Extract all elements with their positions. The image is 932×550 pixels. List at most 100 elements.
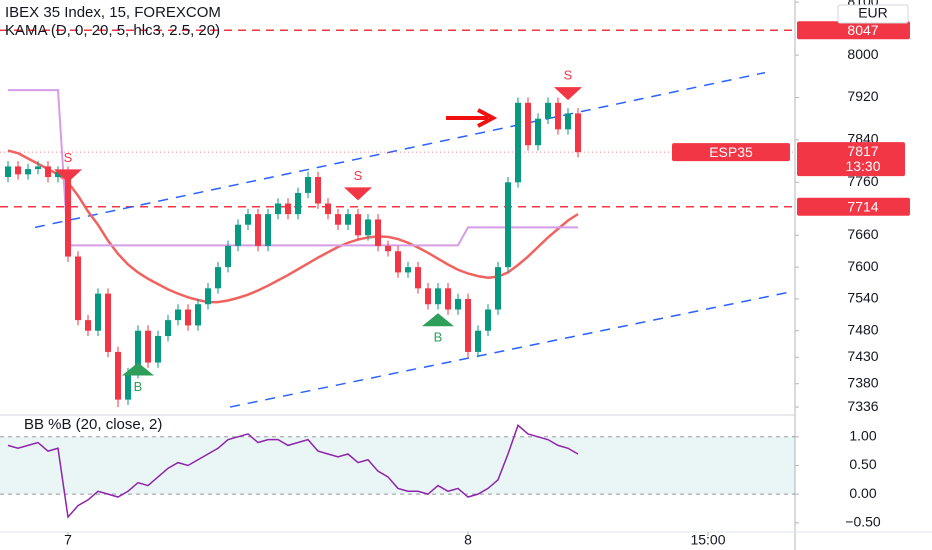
candle-body — [75, 256, 81, 321]
candle-body — [105, 293, 111, 352]
indicator-title: KAMA (D, 0, 20, 5, hlc3, 2.5, 20) — [5, 22, 220, 39]
candle-body — [155, 336, 161, 363]
countdown-label: 13:30 — [845, 158, 880, 174]
price-label: 8047 — [847, 22, 878, 38]
symbol-label: ESP35 — [709, 144, 753, 160]
candle-body — [25, 169, 31, 175]
candle-body — [525, 102, 531, 146]
signal-label: S — [564, 68, 573, 83]
candle-body — [385, 245, 391, 252]
price-label-box — [797, 197, 910, 216]
x-tick-label: 15:00 — [690, 532, 725, 548]
candle-body — [125, 373, 131, 400]
last-price-label: 7817 — [847, 143, 878, 159]
signal-marker — [344, 187, 372, 201]
candle-body — [225, 245, 231, 268]
x-tick-label: 8 — [464, 532, 472, 548]
candle-body — [475, 330, 481, 352]
y-tick-label: −0.50 — [845, 514, 881, 530]
y-tick-label: 7600 — [847, 258, 878, 274]
candle-body — [145, 330, 151, 363]
candle-body — [435, 288, 441, 305]
bb-title: BB %B (20, close, 2) — [24, 416, 162, 433]
candle-body — [325, 203, 331, 215]
symbol-box — [672, 143, 790, 162]
candle-body — [165, 320, 171, 337]
candle-body — [115, 351, 121, 400]
currency-box — [837, 4, 909, 24]
y-tick-label: 7920 — [847, 88, 878, 104]
candle-body — [555, 102, 561, 130]
candle-body — [265, 214, 271, 246]
candle-body — [495, 267, 501, 310]
last-price-box — [797, 142, 905, 177]
annotation-arrow — [446, 108, 498, 128]
signal-marker — [554, 87, 582, 101]
candle-body — [295, 192, 301, 215]
y-tick-label: 7430 — [847, 348, 878, 364]
candle-body — [5, 166, 11, 178]
signal-marker — [54, 169, 82, 183]
candle-body — [515, 102, 521, 183]
candle-body — [95, 293, 101, 331]
y-tick-label: 0.00 — [849, 485, 876, 501]
candle-body — [15, 166, 21, 175]
indicator-line — [8, 89, 578, 247]
candle-body — [65, 171, 71, 257]
candle-body — [45, 166, 51, 178]
candle-body — [255, 214, 261, 246]
candle-body — [205, 288, 211, 305]
candle-body — [135, 330, 141, 374]
y-tick-label: 7760 — [847, 173, 878, 189]
y-tick-label: 7540 — [847, 290, 878, 306]
candle-body — [355, 214, 361, 236]
indicator-line — [7, 149, 579, 304]
signal-marker — [422, 313, 454, 327]
candle-body — [35, 166, 41, 170]
y-tick-label: 7480 — [847, 321, 878, 337]
candle-body — [545, 102, 551, 119]
bb-band — [0, 436, 795, 495]
plot: 8100800079207840776076607600754074807430… — [0, 0, 910, 548]
candle-body — [185, 309, 191, 326]
y-tick-label: 7380 — [847, 374, 878, 390]
candle-body — [235, 224, 241, 246]
bb-line — [7, 424, 579, 519]
candle-body — [305, 177, 311, 193]
y-tick-label: 8000 — [847, 46, 878, 62]
price-label-box — [797, 21, 910, 40]
y-tick-label: 1.00 — [849, 427, 876, 443]
candle-body — [335, 214, 341, 225]
candle-body — [575, 113, 581, 153]
signal-label: B — [434, 330, 443, 345]
candle-body — [245, 214, 251, 225]
candle-body — [375, 219, 381, 246]
y-tick-label: 8100 — [847, 0, 878, 9]
candle-body — [405, 267, 411, 273]
candle-body — [445, 288, 451, 310]
signal-marker — [122, 362, 154, 376]
signal-label: B — [134, 379, 143, 394]
candle-body — [365, 219, 371, 236]
candle-body — [55, 171, 61, 178]
candle-body — [275, 203, 281, 215]
trendline — [229, 291, 791, 408]
candle-body — [425, 288, 431, 305]
signal-label: S — [354, 168, 363, 183]
candle-body — [345, 214, 351, 225]
candle-body — [565, 113, 571, 130]
candle-body — [215, 267, 221, 289]
candle-body — [505, 182, 511, 268]
candle-body — [415, 267, 421, 289]
candle-body — [285, 203, 291, 215]
y-tick-label: 0.50 — [849, 456, 876, 472]
chart-title: IBEX 35 Index, 15, FOREXCOM — [5, 4, 221, 21]
signal-label: S — [64, 150, 73, 165]
y-tick-label: 7336 — [847, 398, 878, 414]
candle-body — [395, 251, 401, 273]
candle-body — [485, 309, 491, 331]
currency: EUR — [858, 5, 888, 21]
candle-body — [85, 320, 91, 331]
